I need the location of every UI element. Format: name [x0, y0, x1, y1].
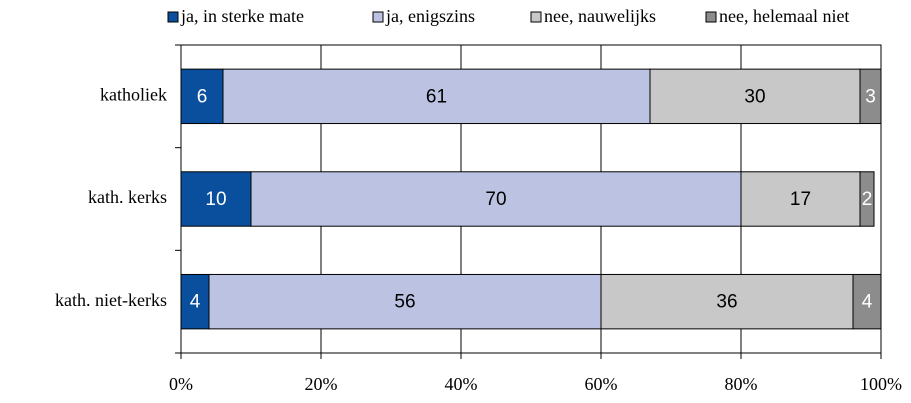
legend-swatch	[167, 11, 179, 23]
x-tick-label: 60%	[585, 374, 618, 394]
bar-segment	[859, 68, 882, 125]
bar-segment	[859, 171, 875, 227]
bar-segment	[852, 273, 882, 330]
x-tick-label: 80%	[725, 374, 758, 394]
legend-label: ja, enigszins	[385, 6, 475, 26]
data-label: 6	[197, 86, 208, 107]
x-tick-label: 20%	[305, 374, 338, 394]
data-label: 56	[394, 292, 415, 313]
bar-segment	[222, 68, 651, 125]
legend-swatch	[705, 11, 717, 23]
legend-label: ja, in sterke mate	[180, 6, 304, 26]
bar-segment	[250, 171, 742, 227]
x-tick-label: 0%	[169, 374, 193, 394]
bar-segment	[600, 273, 854, 330]
legend-label: nee, nauwelijks	[544, 6, 656, 26]
legend-label: nee, helemaal niet	[719, 6, 849, 26]
x-tick-label: 100%	[860, 374, 902, 394]
bar-segment	[740, 171, 861, 227]
y-tick-label: kath. kerks	[88, 187, 167, 207]
data-label: 10	[205, 189, 226, 210]
bar-segment	[180, 273, 210, 330]
legend-swatch	[372, 11, 384, 23]
bar-segment	[208, 273, 602, 330]
bar-segment	[649, 68, 861, 125]
data-label: 61	[426, 86, 447, 107]
bar-segment	[180, 171, 252, 227]
legend-swatch	[530, 11, 542, 23]
bar-segment	[180, 68, 224, 125]
data-label: 36	[716, 292, 737, 313]
data-label: 4	[190, 292, 201, 313]
data-label: 4	[862, 292, 873, 313]
x-tick-label: 40%	[445, 374, 478, 394]
y-tick-label: katholiek	[100, 84, 167, 104]
data-label: 17	[790, 189, 811, 210]
data-label: 30	[744, 86, 765, 107]
data-label: 2	[862, 189, 873, 210]
y-tick-label: kath. niet-kerks	[55, 290, 167, 310]
data-label: 3	[865, 86, 876, 107]
data-label: 70	[485, 189, 506, 210]
